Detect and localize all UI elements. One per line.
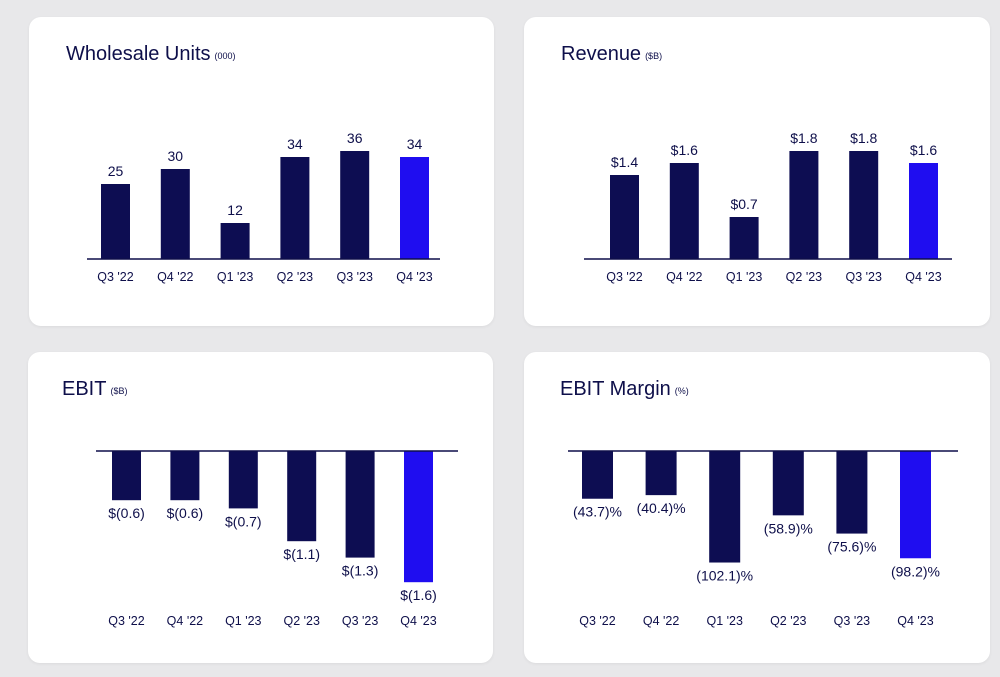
- data-label: 36: [347, 130, 363, 146]
- x-tick-label: Q4 '23: [905, 270, 941, 284]
- bar-q4-22: [669, 163, 699, 259]
- data-label: $(1.1): [283, 546, 320, 562]
- bar-q1-23: [228, 451, 258, 509]
- x-tick-label: Q3 '22: [97, 270, 133, 284]
- ebit-chart: $(0.6) Q3 '22 $(0.6) Q4 '22 $(0.7) Q1 '23 $(1.…: [96, 450, 458, 628]
- data-label: 25: [108, 163, 124, 179]
- data-label: (43.7)%: [573, 504, 622, 520]
- data-label: $1.4: [611, 154, 638, 170]
- ebit-card: EBIT ($B) $(0.6) Q3 '22 $(0.6) Q4 '22 $(0.7) Q…: [28, 352, 493, 663]
- data-label: $(1.6): [400, 587, 437, 603]
- x-tick-label: Q1 '23: [217, 270, 253, 284]
- card-title: Wholesale Units (000): [66, 43, 236, 66]
- x-tick-label: Q4 '23: [396, 270, 432, 284]
- data-label: $(0.6): [167, 505, 204, 521]
- data-label: 34: [407, 136, 423, 152]
- data-label: $1.6: [910, 142, 937, 158]
- data-label: 30: [168, 148, 184, 164]
- x-tick-label: Q1 '23: [726, 270, 762, 284]
- bar-q4-22: [160, 169, 190, 259]
- x-tick-label: Q2 '23: [770, 614, 806, 628]
- card-title-text: EBIT: [62, 378, 107, 400]
- x-tick-label: Q4 '22: [643, 614, 679, 628]
- bar-q2-23: [772, 451, 804, 516]
- revenue-card: Revenue ($B) $1.4 Q3 '22 $1.6 Q4 '22 $0.7 Q1 '…: [524, 17, 990, 326]
- bar-q2-23: [280, 157, 310, 259]
- x-tick-label: Q4 '23: [897, 614, 933, 628]
- data-label: (40.4)%: [637, 500, 686, 516]
- x-tick-label: Q3 '22: [108, 614, 144, 628]
- wholesale-units-chart: 25 Q3 '22 30 Q4 '22 12 Q1 '23 34 Q2 '23 36 Q3 '23…: [87, 130, 440, 284]
- x-tick-label: Q4 '22: [666, 270, 702, 284]
- data-label: $(0.6): [108, 505, 145, 521]
- bar-q3-22: [101, 184, 130, 259]
- x-tick-label: Q2 '23: [283, 614, 319, 628]
- wholesale-units-card: Wholesale Units (000) 25 Q3 '22 30 Q4 '22 12 Q…: [29, 17, 494, 326]
- x-tick-label: Q1 '23: [706, 614, 742, 628]
- bar-q4-23: [900, 451, 931, 559]
- bar-q3-22: [610, 175, 639, 259]
- x-tick-label: Q3 '23: [336, 270, 372, 284]
- data-label: $(0.7): [225, 513, 262, 529]
- x-tick-label: Q3 '23: [834, 614, 870, 628]
- bar-q2-23: [287, 451, 317, 542]
- bar-q3-22: [582, 451, 613, 499]
- data-label: $1.6: [671, 142, 698, 158]
- bar-q3-23: [836, 451, 868, 534]
- card-title: EBIT Margin (%): [560, 378, 689, 401]
- card-title-text: Wholesale Units: [66, 43, 211, 65]
- bar-q3-23: [849, 151, 879, 259]
- card-title-text: EBIT Margin: [560, 378, 671, 400]
- data-label: (58.9)%: [764, 520, 813, 536]
- data-label: 34: [287, 136, 303, 152]
- bar-q3-22: [112, 451, 141, 501]
- data-label: 12: [227, 202, 243, 218]
- card-unit: (%): [674, 386, 689, 396]
- bar-q4-22: [170, 451, 200, 501]
- data-label: $0.7: [730, 196, 757, 212]
- data-label: (75.6)%: [827, 539, 876, 555]
- card-title: Revenue ($B): [561, 43, 662, 66]
- data-label: (98.2)%: [891, 563, 940, 579]
- bar-q4-23: [909, 163, 938, 259]
- x-tick-label: Q1 '23: [225, 614, 261, 628]
- x-tick-label: Q2 '23: [786, 270, 822, 284]
- card-unit: (000): [214, 51, 236, 61]
- bar-q4-22: [645, 451, 677, 496]
- ebit-margin-card: EBIT Margin (%) (43.7)% Q3 '22 (40.4)% Q4 '2…: [524, 352, 990, 663]
- x-tick-label: Q3 '22: [606, 270, 642, 284]
- card-title-text: Revenue: [561, 43, 642, 65]
- x-tick-label: Q4 '22: [167, 614, 203, 628]
- bar-q4-23: [404, 451, 433, 583]
- card-unit: ($B): [110, 386, 128, 396]
- x-tick-label: Q3 '23: [845, 270, 881, 284]
- x-tick-label: Q2 '23: [277, 270, 313, 284]
- data-label: $(1.3): [342, 563, 379, 579]
- data-label: (102.1)%: [696, 568, 753, 584]
- bar-q1-23: [729, 217, 759, 259]
- data-label: $1.8: [790, 130, 817, 146]
- x-tick-label: Q4 '23: [400, 614, 436, 628]
- data-label: $1.8: [850, 130, 877, 146]
- bar-q1-23: [709, 451, 741, 563]
- x-tick-label: Q4 '22: [157, 270, 193, 284]
- card-title: EBIT ($B): [62, 378, 127, 401]
- x-tick-label: Q3 '22: [579, 614, 615, 628]
- card-unit: ($B): [645, 51, 663, 61]
- bar-q4-23: [400, 157, 429, 259]
- revenue-chart: $1.4 Q3 '22 $1.6 Q4 '22 $0.7 Q1 '23 $1.8 Q2 '23…: [584, 130, 952, 284]
- x-tick-label: Q3 '23: [342, 614, 378, 628]
- bar-q1-23: [220, 223, 250, 259]
- ebit-margin-chart: (43.7)% Q3 '22 (40.4)% Q4 '22 (102.1)% Q1 '23…: [568, 450, 958, 628]
- bar-q3-23: [345, 451, 375, 558]
- bar-q2-23: [789, 151, 819, 259]
- bar-q3-23: [340, 151, 370, 259]
